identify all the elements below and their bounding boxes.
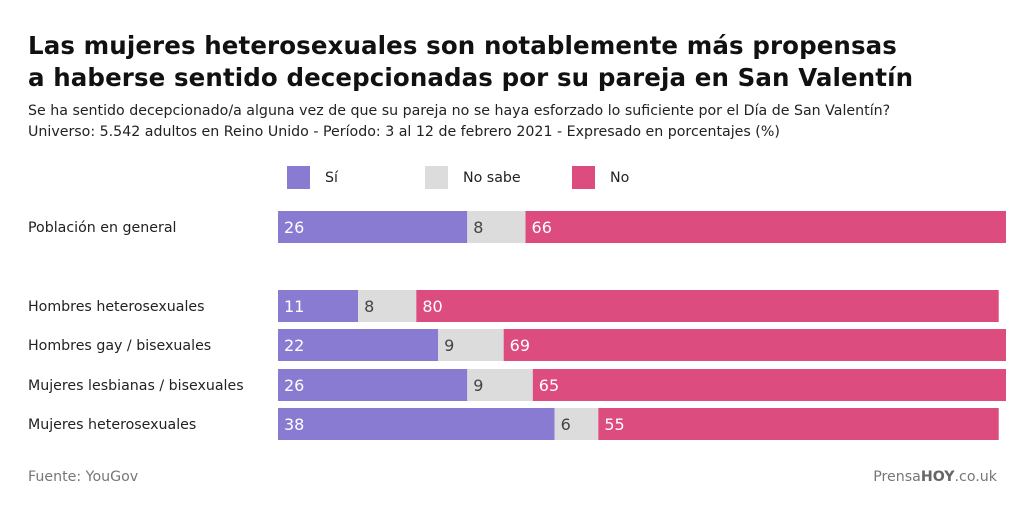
bar-segment-no-sabe [467,211,526,243]
value-label-si: 22 [284,336,304,355]
legend-item-si: Sí [287,166,338,189]
source-note: Fuente: YouGov [28,469,139,485]
category-label: Hombres heterosexuales [28,299,205,315]
value-label-si: 26 [284,376,304,395]
category-label: Mujeres heterosexuales [28,417,196,433]
bar-segment-no [503,329,1006,361]
category-label: Población en general [28,220,176,236]
value-label-si: 38 [284,415,304,434]
subtitle-universe: Universo: 5.542 adultos en Reino Unido -… [28,124,780,140]
legend-swatch-no-sabe [425,166,448,189]
value-label-no: 66 [532,218,552,237]
legend-swatch-no [572,166,595,189]
brand-prefix: Prensa [873,469,921,485]
bar-row-poblacion-en-general: Población en general 26 8 66 [28,211,1006,243]
category-label: Mujeres lesbianas / bisexuales [28,378,244,394]
bar-segment-no [598,408,999,440]
bar-segment-no-sabe [554,408,599,440]
bar-segment-no [416,290,999,322]
bar-segment-no-sabe [438,329,504,361]
bar-segment-no [525,211,1006,243]
bar-row-hombres-gay-bisexuales: Hombres gay / bisexuales 22 9 69 [28,329,1006,361]
value-label-si: 26 [284,218,304,237]
value-label-no-sabe: 8 [364,297,374,316]
value-label-no: 80 [422,297,442,316]
category-label: Hombres gay / bisexuales [28,338,211,354]
bar-segment-no [532,369,1006,401]
bar-segment-si [278,329,439,361]
legend-item-no-sabe: No sabe [425,166,521,189]
value-label-si: 11 [284,297,304,316]
bar-segment-si [278,369,468,401]
brand-bold: HOY [920,469,955,485]
value-label-no-sabe: 9 [473,376,483,395]
value-label-no: 69 [510,336,530,355]
bar-segment-si [278,290,359,322]
legend-label-no: No [610,169,630,186]
legend-item-no: No [572,166,629,189]
title-line-1: Las mujeres heterosexuales son notableme… [28,31,897,60]
bar-row-mujeres-heterosexuales: Mujeres heterosexuales 38 6 55 [28,408,999,440]
brand-suffix: .co.uk [954,469,997,485]
value-label-no: 65 [539,376,559,395]
bar-segment-si [278,408,555,440]
bar-segment-si [278,211,468,243]
legend: Sí No sabe No [0,166,1024,190]
subtitle-question: Se ha sentido decepcionado/a alguna vez … [28,103,891,119]
bar-row-hombres-heterosexuales: Hombres heterosexuales 11 8 80 [28,290,999,322]
legend-swatch-si [287,166,310,189]
value-label-no-sabe: 9 [444,336,454,355]
value-label-no: 55 [604,415,624,434]
brand-logo: PrensaHOY.co.uk [873,469,997,485]
value-label-no-sabe: 8 [473,218,483,237]
legend-label-no-sabe: No sabe [463,169,521,186]
value-label-no-sabe: 6 [561,415,571,434]
chart-subtitle: Se ha sentido decepcionado/a alguna vez … [28,101,1018,143]
bar-segment-no-sabe [467,369,533,401]
bar-segment-no-sabe [358,290,417,322]
bar-row-mujeres-lesbianas-bisexuales: Mujeres lesbianas / bisexuales 26 9 65 [28,369,1006,401]
legend-label-si: Sí [325,169,338,186]
chart-title: Las mujeres heterosexuales son notableme… [28,30,1018,94]
title-line-2: a haberse sentido decepcionadas por su p… [28,63,914,92]
